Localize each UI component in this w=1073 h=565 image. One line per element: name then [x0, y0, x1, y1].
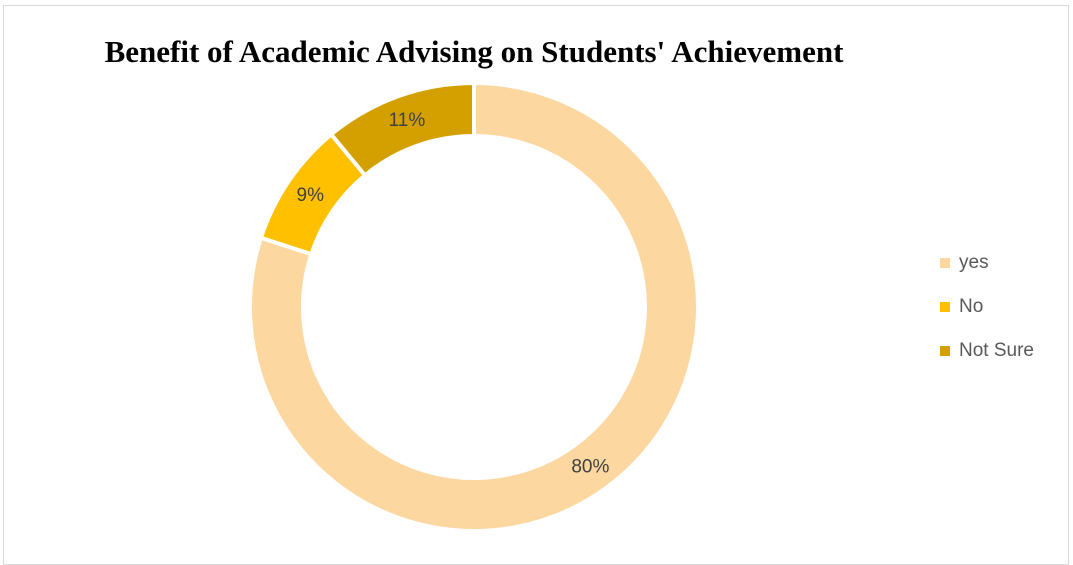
- legend-item-not-sure: Not Sure: [940, 340, 1034, 362]
- data-label-no: 9%: [297, 185, 325, 206]
- chart-title: Benefit of Academic Advising on Students…: [104, 34, 844, 69]
- legend-item-yes: yes: [940, 252, 1034, 274]
- legend-label: Not Sure: [959, 340, 1034, 361]
- slice-yes: [248, 80, 700, 533]
- data-label-not-sure: 11%: [389, 110, 426, 131]
- data-label-yes: 80%: [571, 457, 609, 478]
- legend-label: yes: [959, 252, 989, 273]
- legend-label: No: [959, 296, 984, 317]
- slice-not-sure: [328, 80, 476, 179]
- legend-swatch: [940, 302, 950, 312]
- chart-legend: yes No Not Sure: [940, 252, 1034, 384]
- legend-swatch: [940, 258, 950, 268]
- legend-swatch: [940, 346, 950, 356]
- legend-item-no: No: [940, 296, 1034, 318]
- donut-chart: 80% 9% 11%: [248, 80, 700, 533]
